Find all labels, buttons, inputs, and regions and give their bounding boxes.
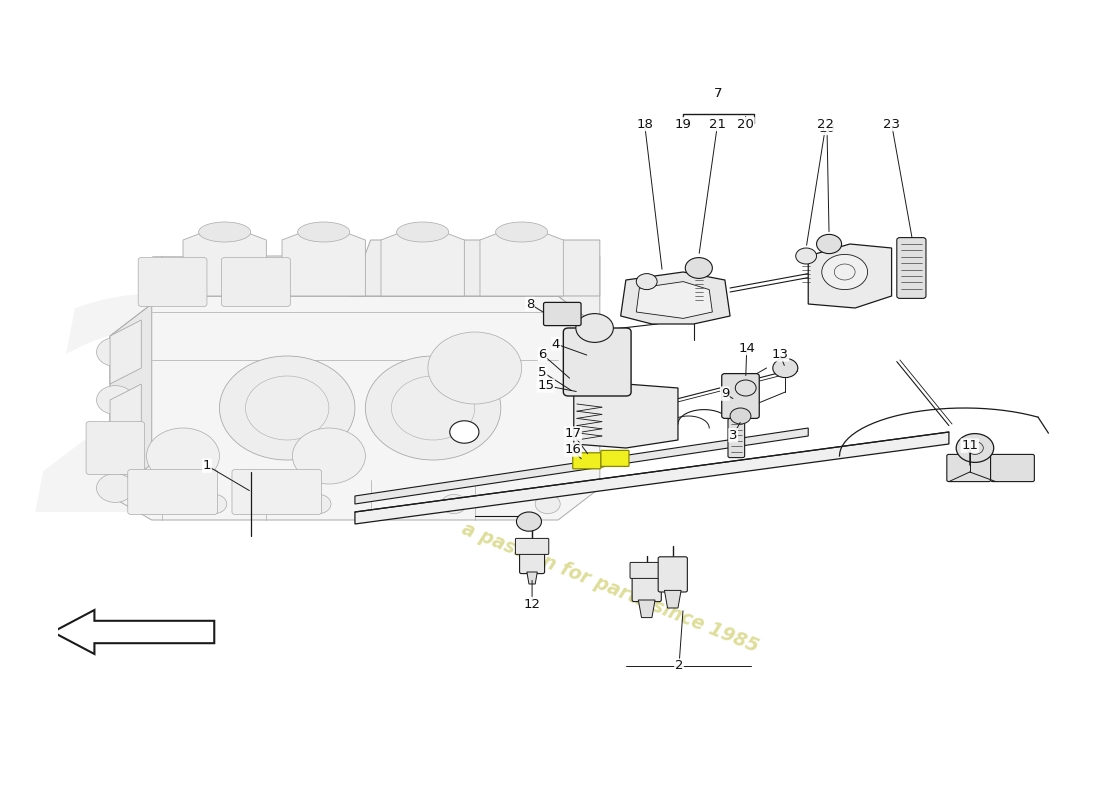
Polygon shape bbox=[110, 296, 600, 520]
Polygon shape bbox=[808, 244, 892, 308]
Circle shape bbox=[575, 314, 614, 342]
Circle shape bbox=[517, 512, 541, 531]
Polygon shape bbox=[636, 282, 713, 318]
Circle shape bbox=[306, 494, 331, 514]
Text: 20: 20 bbox=[32, 290, 438, 574]
Polygon shape bbox=[664, 590, 681, 608]
Polygon shape bbox=[574, 384, 678, 448]
Circle shape bbox=[956, 434, 993, 462]
Circle shape bbox=[293, 428, 365, 484]
Polygon shape bbox=[527, 572, 537, 584]
Text: 10: 10 bbox=[818, 122, 835, 134]
Text: 8: 8 bbox=[526, 298, 535, 310]
Circle shape bbox=[220, 356, 355, 460]
Text: 2: 2 bbox=[674, 659, 683, 672]
Circle shape bbox=[816, 234, 842, 254]
FancyBboxPatch shape bbox=[232, 470, 321, 514]
Circle shape bbox=[450, 421, 478, 443]
FancyBboxPatch shape bbox=[86, 422, 144, 474]
FancyBboxPatch shape bbox=[601, 450, 629, 466]
Text: 18: 18 bbox=[636, 118, 653, 130]
Ellipse shape bbox=[199, 222, 251, 242]
Ellipse shape bbox=[397, 222, 449, 242]
Circle shape bbox=[730, 408, 751, 424]
Circle shape bbox=[636, 274, 657, 290]
FancyArrow shape bbox=[53, 610, 215, 654]
Circle shape bbox=[795, 248, 816, 264]
Text: 1: 1 bbox=[202, 459, 211, 472]
FancyBboxPatch shape bbox=[543, 302, 581, 326]
Polygon shape bbox=[110, 304, 152, 496]
Circle shape bbox=[428, 332, 521, 404]
Text: 5: 5 bbox=[538, 366, 547, 378]
FancyBboxPatch shape bbox=[991, 454, 1034, 482]
FancyBboxPatch shape bbox=[630, 562, 663, 578]
Text: a passion for parts since 1985: a passion for parts since 1985 bbox=[459, 519, 761, 657]
FancyBboxPatch shape bbox=[516, 538, 549, 554]
Text: 22: 22 bbox=[817, 118, 835, 130]
FancyBboxPatch shape bbox=[128, 470, 218, 514]
Polygon shape bbox=[355, 432, 949, 524]
Circle shape bbox=[146, 428, 220, 484]
Polygon shape bbox=[381, 224, 464, 296]
Polygon shape bbox=[480, 224, 563, 296]
Text: 21: 21 bbox=[710, 118, 726, 130]
Ellipse shape bbox=[496, 222, 548, 242]
Text: 6: 6 bbox=[538, 348, 547, 361]
Text: 9: 9 bbox=[720, 387, 729, 400]
Text: 7: 7 bbox=[714, 87, 723, 100]
FancyBboxPatch shape bbox=[573, 453, 601, 469]
Text: 15: 15 bbox=[537, 379, 554, 392]
Polygon shape bbox=[620, 272, 730, 324]
Polygon shape bbox=[110, 384, 141, 456]
Polygon shape bbox=[282, 224, 365, 296]
Circle shape bbox=[773, 358, 798, 378]
Circle shape bbox=[97, 434, 134, 462]
Circle shape bbox=[735, 380, 756, 396]
Polygon shape bbox=[350, 240, 600, 296]
FancyBboxPatch shape bbox=[728, 418, 745, 458]
Circle shape bbox=[441, 494, 466, 514]
Circle shape bbox=[365, 356, 501, 460]
Circle shape bbox=[97, 338, 134, 366]
FancyBboxPatch shape bbox=[947, 454, 991, 482]
Polygon shape bbox=[638, 600, 654, 618]
Circle shape bbox=[97, 474, 134, 502]
Text: 7: 7 bbox=[714, 87, 723, 100]
FancyBboxPatch shape bbox=[896, 238, 926, 298]
Text: 17: 17 bbox=[564, 427, 581, 440]
FancyBboxPatch shape bbox=[632, 566, 661, 602]
Circle shape bbox=[97, 386, 134, 414]
Text: 14: 14 bbox=[738, 342, 756, 354]
Text: 11: 11 bbox=[961, 439, 978, 452]
Polygon shape bbox=[183, 224, 266, 296]
Text: 23: 23 bbox=[883, 118, 900, 130]
Text: 13: 13 bbox=[771, 348, 789, 361]
Polygon shape bbox=[110, 320, 141, 384]
Text: 12: 12 bbox=[524, 598, 540, 610]
Text: 16: 16 bbox=[564, 443, 581, 456]
Circle shape bbox=[685, 258, 713, 278]
Text: 4: 4 bbox=[552, 338, 560, 350]
Circle shape bbox=[536, 494, 560, 514]
FancyBboxPatch shape bbox=[519, 546, 544, 574]
Polygon shape bbox=[355, 428, 808, 504]
FancyBboxPatch shape bbox=[563, 328, 631, 396]
Circle shape bbox=[201, 494, 227, 514]
FancyBboxPatch shape bbox=[221, 258, 290, 306]
FancyBboxPatch shape bbox=[722, 374, 759, 418]
FancyBboxPatch shape bbox=[139, 258, 207, 306]
Text: 20: 20 bbox=[737, 118, 755, 130]
Text: 3: 3 bbox=[729, 429, 737, 442]
Polygon shape bbox=[162, 256, 600, 328]
Ellipse shape bbox=[298, 222, 350, 242]
Text: 19: 19 bbox=[674, 118, 692, 130]
Circle shape bbox=[822, 254, 868, 290]
FancyBboxPatch shape bbox=[658, 557, 688, 592]
